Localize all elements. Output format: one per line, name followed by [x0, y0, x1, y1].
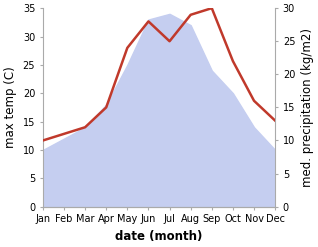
Y-axis label: med. precipitation (kg/m2): med. precipitation (kg/m2): [301, 28, 314, 187]
X-axis label: date (month): date (month): [115, 230, 203, 243]
Y-axis label: max temp (C): max temp (C): [4, 66, 17, 148]
